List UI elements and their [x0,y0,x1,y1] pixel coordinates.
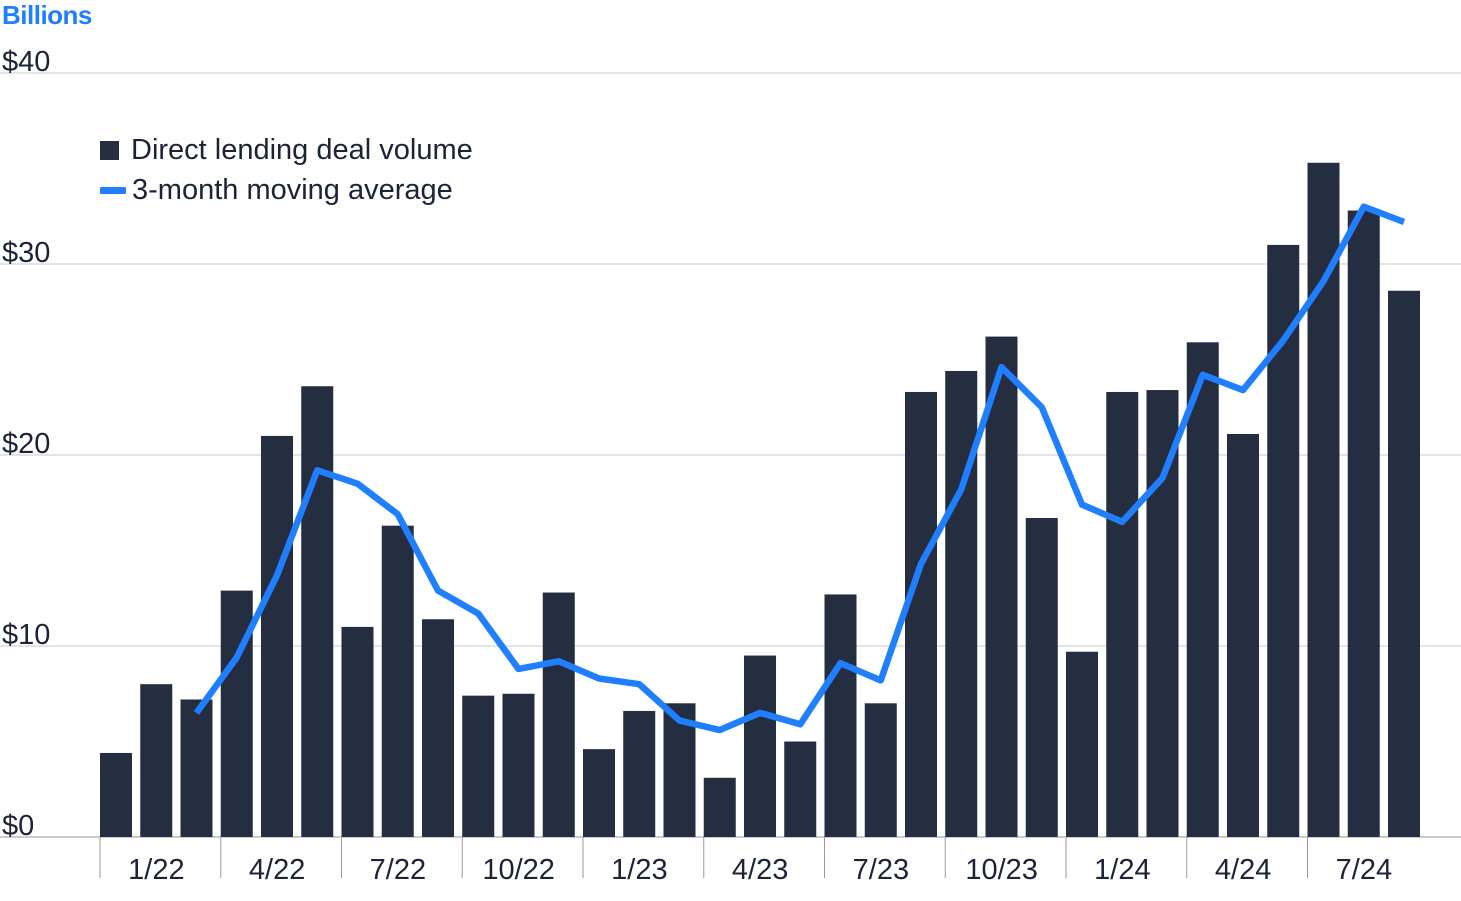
bar [301,386,334,837]
bar [1066,651,1098,837]
bar [744,655,776,837]
bar [985,336,1018,837]
x-tick-label: 1/22 [128,854,184,886]
moving-average-line [193,203,1406,734]
x-tick-label: 4/23 [732,854,788,886]
x-tick-label: 7/23 [853,854,909,886]
bar [100,752,132,837]
y-tick-label: $10 [2,619,50,651]
bar [864,703,897,837]
bar [1388,290,1420,837]
moving-average-series [193,203,1406,734]
bar [261,435,293,837]
bar [341,626,374,837]
x-tick-label: 10/22 [482,854,555,886]
bar [1267,244,1300,837]
bar [623,710,656,837]
bar [1186,342,1219,837]
y-axis: $0 $10 $20 $30 $40 [2,46,50,842]
x-tick-label: 1/24 [1094,854,1150,886]
bar-series [100,162,1420,837]
legend-item-moving-average: 3-month moving average [100,170,473,210]
y-tick-label: $30 [2,237,50,269]
x-tick-label: 4/24 [1215,854,1271,886]
legend-label-deal-volume: Direct lending deal volume [131,133,473,166]
bar [140,684,173,837]
bar [824,594,857,837]
y-tick-label: $0 [2,810,34,842]
bar [180,699,213,837]
bar [905,391,937,837]
bar [583,749,615,837]
x-tick-label: 10/23 [965,854,1038,886]
x-axis: 1/22 4/22 7/22 10/22 1/23 4/23 7/23 10/23 1/24 4/… [99,837,1392,886]
y-axis-unit-label: Billions [2,0,92,30]
y-tick-label: $20 [2,428,50,460]
legend-line-swatch [100,186,126,194]
x-tick-label: 1/23 [611,854,667,886]
bar [1347,210,1380,837]
legend: Direct lending deal volume 3-month movin… [100,130,473,210]
bar [542,592,575,837]
y-tick-label: $40 [2,46,50,78]
bar [381,525,414,837]
bar [1025,518,1058,837]
bar [1146,390,1179,837]
legend-bar-swatch [100,140,119,160]
bar [784,741,817,837]
x-tick-label: 7/22 [370,854,426,886]
bar [462,695,495,837]
bar [945,370,978,837]
bar [422,619,454,837]
bar [502,693,535,837]
bar [1106,391,1139,837]
legend-item-deal-volume: Direct lending deal volume [100,130,473,170]
bar [1227,433,1259,837]
bar [703,777,736,837]
x-tick-label: 4/22 [249,854,305,886]
x-tick-label: 7/24 [1336,854,1392,886]
legend-label-moving-average: 3-month moving average [132,173,453,206]
